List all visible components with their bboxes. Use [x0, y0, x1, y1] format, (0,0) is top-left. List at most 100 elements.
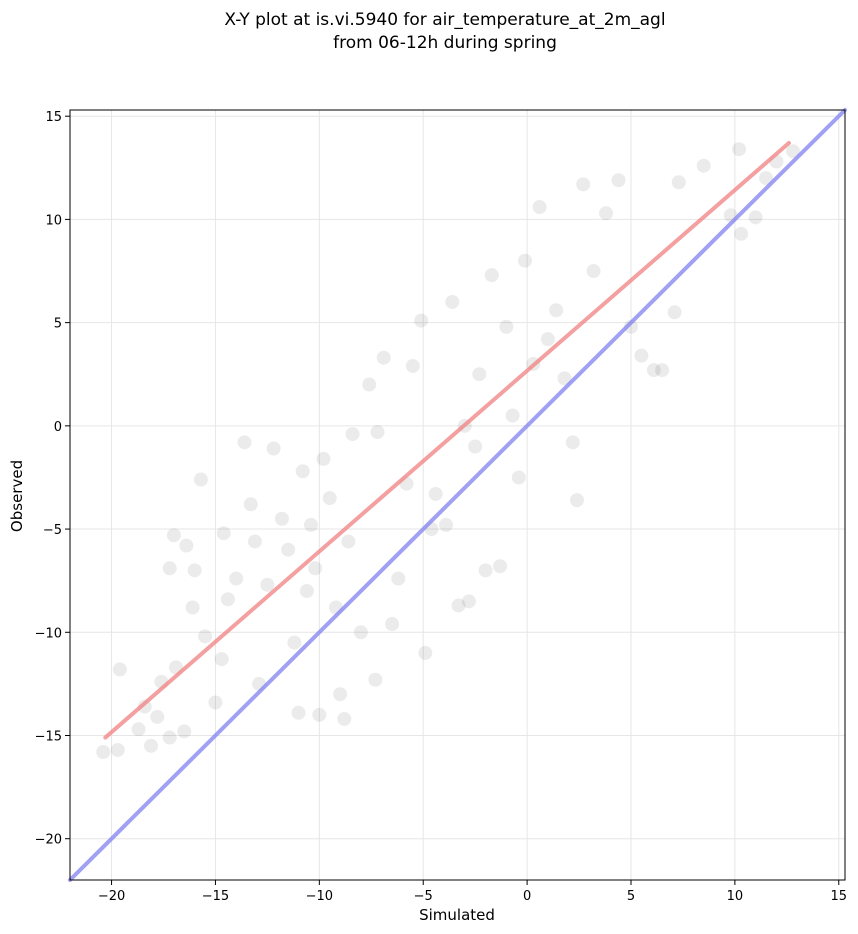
data-point — [341, 534, 356, 549]
data-point — [414, 313, 429, 328]
y-axis-ticks: −20 −15 −10 −5 0 5 10 15 — [35, 110, 70, 848]
data-point — [759, 171, 774, 186]
data-point — [445, 294, 460, 309]
x-tick-label: −20 — [98, 889, 125, 904]
data-point — [166, 528, 181, 543]
data-point — [646, 363, 661, 378]
data-point — [353, 625, 368, 640]
data-point — [281, 542, 296, 557]
data-point — [451, 598, 466, 613]
data-point — [362, 377, 377, 392]
x-tick-label: −5 — [414, 889, 433, 904]
data-point — [112, 662, 127, 677]
data-point — [511, 470, 526, 485]
y-tick-label: −5 — [43, 523, 62, 538]
data-point — [247, 534, 262, 549]
data-point — [428, 486, 443, 501]
y-axis-label: Observed — [8, 460, 26, 532]
x-tick-label: 0 — [523, 889, 531, 904]
data-point — [368, 672, 383, 687]
data-point — [786, 144, 801, 159]
data-point — [193, 472, 208, 487]
data-point — [484, 268, 499, 283]
data-point — [461, 594, 476, 609]
data-point — [671, 175, 686, 190]
data-point — [540, 332, 555, 347]
data-point — [569, 493, 584, 508]
y-tick-label: −20 — [35, 833, 62, 848]
data-point — [748, 210, 763, 225]
y-tick-label: 5 — [54, 317, 62, 332]
data-point — [345, 427, 360, 442]
data-point — [144, 738, 159, 753]
data-point — [472, 367, 487, 382]
grid — [70, 110, 845, 880]
data-point — [667, 305, 682, 320]
data-point — [576, 177, 591, 192]
data-point — [110, 742, 125, 757]
x-tick-label: 5 — [627, 889, 635, 904]
x-tick-label: 10 — [727, 889, 744, 904]
data-point — [732, 142, 747, 157]
data-point — [287, 635, 302, 650]
data-point — [137, 699, 152, 714]
data-points — [96, 142, 801, 760]
data-point — [611, 173, 626, 188]
data-point — [187, 563, 202, 578]
data-point — [299, 583, 314, 598]
data-point — [322, 491, 337, 506]
data-point — [370, 425, 385, 440]
y-tick-label: −10 — [35, 626, 62, 641]
data-point — [308, 561, 323, 576]
series-line — [68, 108, 847, 882]
data-point — [505, 408, 520, 423]
data-point — [532, 200, 547, 215]
data-point — [549, 303, 564, 318]
y-tick-label: −15 — [35, 729, 62, 744]
data-point — [478, 563, 493, 578]
y-tick-label: 10 — [45, 213, 62, 228]
data-point — [185, 600, 200, 615]
data-point — [439, 517, 454, 532]
plot-frame — [69, 109, 846, 881]
data-point — [214, 652, 229, 667]
reference-lines — [68, 108, 847, 882]
data-point — [696, 158, 711, 173]
series-line — [103, 141, 791, 740]
data-point — [220, 592, 235, 607]
data-point — [565, 435, 580, 450]
data-point — [208, 695, 223, 710]
data-point — [237, 435, 252, 450]
data-point — [295, 464, 310, 479]
data-point — [734, 226, 749, 241]
data-point — [634, 348, 649, 363]
data-point — [599, 206, 614, 221]
data-point — [468, 439, 483, 454]
data-point — [385, 617, 400, 632]
x-axis-ticks: −20 −15 −10 −5 0 5 10 15 — [98, 880, 847, 904]
x-tick-label: −10 — [306, 889, 333, 904]
data-point — [131, 722, 146, 737]
y-tick-label: 15 — [45, 110, 62, 125]
data-point — [150, 709, 165, 724]
data-point — [229, 571, 244, 586]
data-point — [418, 645, 433, 660]
data-point — [304, 517, 319, 532]
data-point — [96, 745, 111, 760]
data-point — [162, 561, 177, 576]
data-point — [557, 371, 572, 386]
data-point — [162, 730, 177, 745]
data-point — [312, 707, 327, 722]
x-tick-label: 15 — [830, 889, 847, 904]
data-point — [316, 451, 331, 466]
data-point — [655, 363, 670, 378]
data-point — [274, 511, 289, 526]
data-point — [499, 319, 514, 334]
chart-title-line-1: X-Y plot at is.vi.5940 for air_temperatu… — [224, 10, 665, 30]
x-axis-label: Simulated — [419, 906, 495, 924]
data-point — [391, 571, 406, 586]
data-point — [260, 577, 275, 592]
data-point — [586, 264, 601, 279]
data-point — [291, 705, 306, 720]
